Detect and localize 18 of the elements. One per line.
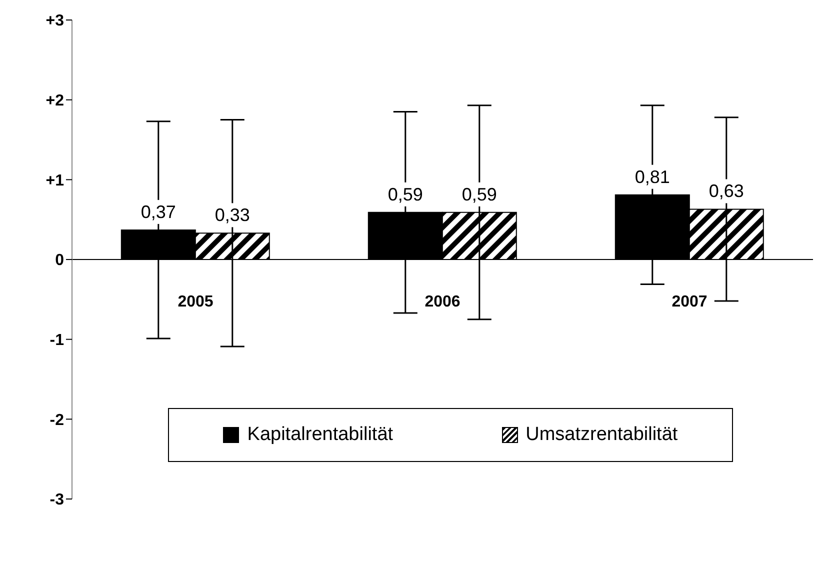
x-tick-label: 2005 [178, 294, 214, 310]
data-label: 0,81 [634, 166, 670, 187]
y-tick-label: -2 [50, 412, 64, 429]
data-label: 0,63 [708, 181, 744, 202]
y-tick-label: -3 [50, 492, 64, 509]
y-tick-label: +2 [46, 92, 64, 110]
y-tick-label: 0 [55, 252, 64, 270]
y-tick-label: -1 [50, 332, 64, 350]
x-tick-label: 2007 [672, 294, 708, 310]
data-label: 0,37 [140, 202, 176, 222]
y-tick-label: +1 [46, 172, 64, 190]
data-label: 0,59 [462, 184, 497, 204]
data-label: 0,59 [388, 184, 423, 204]
legend-label: Kapitalrentabilität [246, 424, 394, 446]
y-tick-label: +3 [46, 12, 64, 30]
x-tick-label: 2006 [424, 294, 460, 310]
data-label: 0,33 [214, 205, 250, 226]
legend-label: Umsatzrentabilität [524, 424, 678, 446]
